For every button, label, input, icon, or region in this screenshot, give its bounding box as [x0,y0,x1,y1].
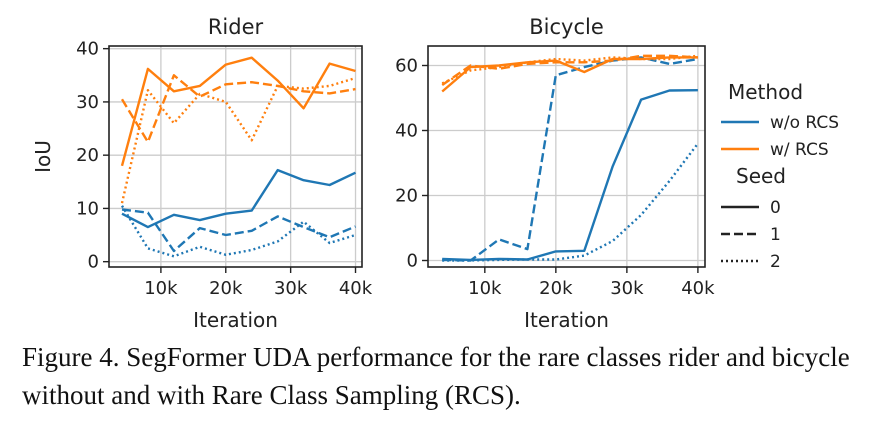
bicycle-axes-frame [427,45,706,268]
rider-chart: 10k 20k 30k 40k 0 10 20 30 40 Rider Iteration Io… [31,15,373,332]
rider-y-tick-label: 10 [76,198,99,219]
legend-seed-title: Seed [736,164,786,188]
rider-y-tick-label: 30 [76,92,99,113]
rider-series-wo-rcs-seed-2 [120,205,356,258]
rider-x-tick-label: 40k [339,278,373,299]
rider-series-w-rcs-seed-1 [120,74,356,144]
bicycle-series-w-rcs-seed-1 [441,54,698,86]
rider-series-w-rcs-seed-0 [120,56,356,167]
bicycle-series-wo-rcs-seed-2 [442,142,699,262]
legend-wo-rcs-label: w/o RCS [770,113,839,133]
rider-x-tick-label: 30k [274,278,308,299]
rider-x-tick-label: 10k [144,278,178,299]
rider-series-wo-rcs-seed-1 [121,208,356,253]
bicycle-series-wo-rcs-seed-0 [442,89,698,262]
rider-series [120,56,357,258]
bicycle-chart: 10k 20k 30k 40k 0 20 40 60 Bicycle Iteration [395,15,715,332]
bicycle-x-tick-label: 30k [610,278,644,299]
bicycle-chart-title: Bicycle [529,15,604,39]
rider-y-tick-label: 40 [76,39,99,60]
legend-w-rcs-label: w/ RCS [770,140,829,160]
bicycle-series-w-rcs-seed-2 [441,54,699,85]
bicycle-x-tick-label: 40k [681,278,715,299]
rider-axes-frame [108,45,363,268]
legend: Method w/o RCS w/ RCS Seed 0 1 2 [721,80,839,272]
legend-seed-2-label: 2 [770,252,781,272]
rider-grid [109,46,362,267]
figure-caption: Figure 4. SegFormer UDA performance for … [22,342,850,410]
legend-seed-1-label: 1 [770,225,781,245]
rider-y-tick-label: 20 [76,145,99,166]
bicycle-series-wo-rcs-seed-1 [442,56,699,262]
rider-series-w-rcs-seed-2 [120,76,356,204]
bicycle-x-tick-label: 10k [468,278,502,299]
rider-chart-title: Rider [208,15,264,39]
rider-y-tick-label: 0 [88,252,99,273]
bicycle-series [441,54,699,262]
bicycle-grid [428,46,705,267]
rider-x-axis-label: Iteration [193,308,278,332]
legend-method-title: Method [728,80,803,104]
rider-y-axis-label: IoU [31,140,55,173]
bicycle-ticks: 10k 20k 30k 40k 0 20 40 60 [395,56,715,300]
bicycle-x-tick-label: 20k [539,278,573,299]
bicycle-y-tick-label: 20 [395,186,418,207]
bicycle-y-tick-label: 0 [407,251,418,272]
legend-seed-0-label: 0 [770,198,781,218]
bicycle-x-axis-label: Iteration [524,308,609,332]
rider-series-wo-rcs-seed-0 [121,168,357,229]
rider-ticks: 10k 20k 30k 40k 0 10 20 30 40 [76,39,373,299]
bicycle-y-tick-label: 60 [395,56,418,77]
bicycle-y-tick-label: 40 [395,121,418,142]
rider-x-tick-label: 20k [209,278,243,299]
